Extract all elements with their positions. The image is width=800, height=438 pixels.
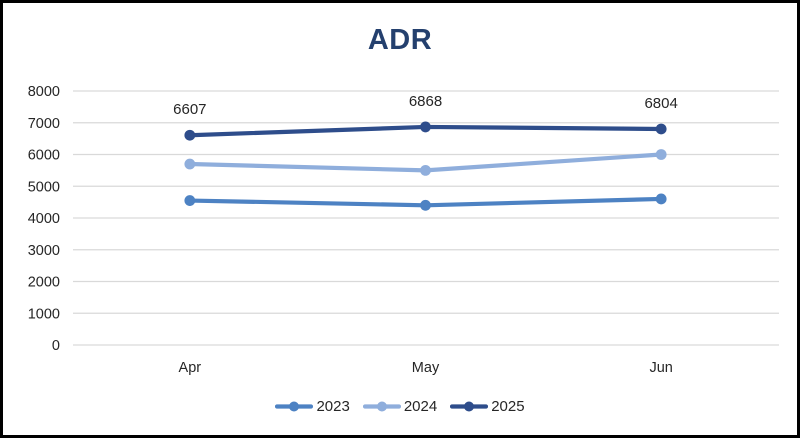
data-label-2025-apr: 6607 bbox=[173, 101, 206, 118]
legend-marker-dot bbox=[464, 401, 475, 412]
y-tick-label-4000: 4000 bbox=[28, 211, 60, 227]
y-tick-label-6000: 6000 bbox=[28, 148, 60, 164]
legend-marker-icon bbox=[275, 401, 314, 412]
y-tick-label-7000: 7000 bbox=[28, 116, 60, 132]
data-point-2024-apr[interactable] bbox=[184, 158, 196, 170]
y-tick-label-0: 0 bbox=[52, 338, 60, 354]
legend-item-2025[interactable]: 2025 bbox=[450, 398, 525, 415]
x-axis-label-jun: Jun bbox=[649, 360, 672, 376]
data-point-2023-may[interactable] bbox=[420, 199, 431, 211]
chart-title: ADR bbox=[367, 24, 433, 56]
data-label-2025-may: 6868 bbox=[409, 93, 442, 110]
legend-item-2023[interactable]: 2023 bbox=[275, 398, 350, 415]
x-axis-label-may: May bbox=[412, 360, 440, 376]
data-point-2024-may[interactable] bbox=[420, 164, 431, 176]
y-tick-label-3000: 3000 bbox=[28, 243, 60, 259]
legend-marker-dot bbox=[289, 401, 300, 412]
data-point-2024-jun[interactable] bbox=[655, 149, 667, 160]
legend-item-2024[interactable]: 2024 bbox=[362, 398, 438, 415]
legend-marker-icon bbox=[362, 401, 401, 412]
data-point-2023-jun[interactable] bbox=[655, 193, 667, 205]
x-axis-label-apr: Apr bbox=[179, 360, 202, 376]
data-point-2025-may[interactable] bbox=[420, 121, 431, 133]
legend-label-2024: 2024 bbox=[403, 398, 438, 415]
y-tick-label-8000: 8000 bbox=[28, 84, 60, 100]
data-label-2025-jun: 6804 bbox=[644, 95, 677, 112]
data-point-2025-apr[interactable] bbox=[184, 129, 196, 141]
data-point-2023-apr[interactable] bbox=[184, 195, 196, 206]
line-chart: 0 1000 2000 3000 4000 5000 6000 7000 8000 Apr May J… bbox=[28, 84, 779, 376]
legend-label-2025: 2025 bbox=[491, 398, 525, 415]
legend: 2023 2024 2025 bbox=[3, 399, 797, 414]
legend-label-2023: 2023 bbox=[316, 398, 350, 415]
y-tick-label-2000: 2000 bbox=[28, 275, 60, 291]
legend-marker-icon bbox=[450, 401, 489, 412]
y-tick-label-5000: 5000 bbox=[28, 179, 60, 195]
legend-marker-dot bbox=[376, 401, 387, 412]
y-tick-label-1000: 1000 bbox=[28, 306, 60, 322]
data-point-2025-jun[interactable] bbox=[655, 123, 667, 135]
